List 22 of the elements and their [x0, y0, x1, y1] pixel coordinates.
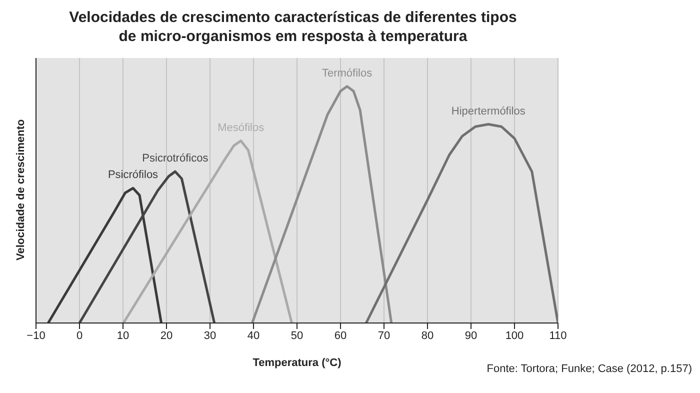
x-tick-label: 40: [247, 330, 260, 342]
x-tick-label: 90: [464, 330, 478, 342]
x-tick-label: 30: [204, 330, 216, 342]
x-axis-title: Temperatura (°C): [252, 357, 342, 369]
series-label: Mesófilos: [218, 122, 265, 134]
series-label: Psicrófilos: [108, 169, 159, 182]
x-tick-label: 100: [505, 330, 524, 342]
x-tick-label: 60: [334, 330, 347, 342]
x-tick-label: −10: [26, 330, 46, 342]
chart-title: Velocidades de crescimento características de diferentes tipos de micro-organismos em resposta à temperatura: [68, 8, 518, 46]
x-tick-label: 10: [116, 330, 130, 342]
x-tick-label: 0: [76, 330, 83, 342]
x-tick-label: 80: [421, 330, 434, 342]
series-label: Psicrotróficos: [142, 152, 209, 165]
x-tick-label: 70: [378, 330, 390, 342]
series-label: Termófilos: [322, 67, 373, 80]
series-label: Hipertermófilos: [451, 105, 526, 118]
x-tick-label: 20: [160, 330, 173, 342]
source-note: Fonte: Tortora; Funke; Case (2012, p.157): [486, 363, 692, 375]
y-axis-title: Velocidade de crescimento: [14, 118, 27, 260]
x-tick-label: 50: [290, 330, 304, 342]
x-tick-label: 110: [549, 330, 567, 342]
